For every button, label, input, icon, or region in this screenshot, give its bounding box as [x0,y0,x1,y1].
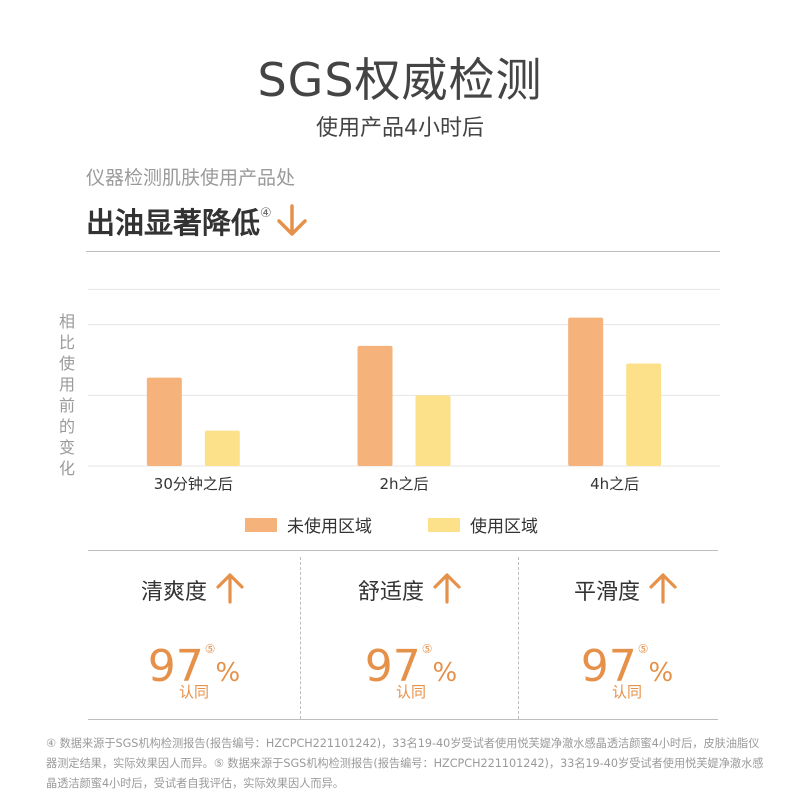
metrics-bottom-divider [88,719,718,720]
bar-treated [626,363,662,466]
metric-label: 清爽度 [140,580,207,605]
bar-treated [204,430,240,466]
header-divider [86,251,720,252]
metric-percentage: 97⑤% [580,641,674,692]
headline: 出油显著降低④ [86,194,310,249]
x-tick-label: 4h之后 [590,475,639,493]
card-separator [518,557,519,719]
legend-swatch-untreated [245,517,277,532]
bar-treated [415,395,451,466]
up-arrow-icon [646,571,680,617]
legend-label-treated: 使用区域 [470,517,538,537]
headline-text: 出油显著降低 [86,206,261,240]
up-arrow-icon [430,571,464,617]
legend-treated: 使用区域 [428,512,538,537]
metric-card-comfort: 舒适度 97⑤% 认同 [305,557,517,717]
y-axis-label: 相比使用前的变化 [58,312,75,478]
intro-text: 仪器检测肌肤使用产品处 [86,167,296,189]
bar-untreated [568,317,604,466]
metric-percentage: 97⑤% [364,641,458,692]
metric-note: 认同 [395,683,426,701]
footnote-marker: ④ [260,206,272,221]
metric-percentage: 97⑤% [147,641,241,692]
up-arrow-icon [213,571,247,617]
metric-label: 舒适度 [357,580,424,605]
legend-untreated: 未使用区域 [245,512,372,537]
x-tick-label: 30分钟之后 [154,475,233,493]
metrics-top-divider [88,550,718,551]
metric-note: 认同 [178,683,209,701]
legend-swatch-treated [428,517,460,532]
footnote: ④ 数据来源于SGS机构检测报告(报告编号：HZCPCH221101242)，3… [46,737,764,790]
bar-untreated [357,345,393,466]
x-tick-label: 2h之后 [379,475,428,493]
bar-untreated [146,377,182,466]
page-subtitle: 使用产品4小时后 [316,116,484,141]
legend-label-untreated: 未使用区域 [287,517,372,537]
metric-label: 平滑度 [573,580,640,605]
card-separator [300,557,301,719]
page-title: SGS权威检测 [257,53,543,107]
metric-card-smoothness: 平滑度 97⑤% 认同 [521,557,733,717]
metric-note: 认同 [611,683,642,701]
metric-card-freshness: 清爽度 97⑤% 认同 [88,557,300,717]
down-arrow-icon [274,203,310,249]
